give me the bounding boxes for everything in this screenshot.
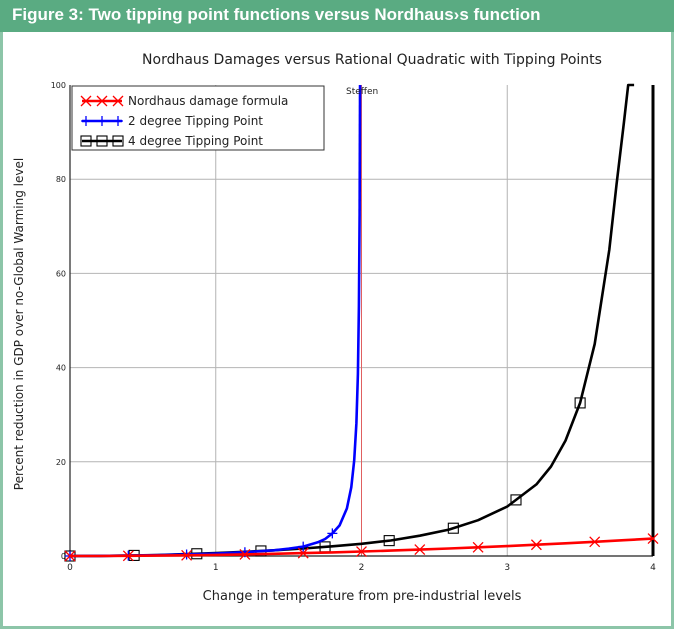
data-point [447, 522, 459, 534]
legend-marker [112, 135, 124, 147]
data-point [297, 547, 309, 559]
y-tick-label: 20 [56, 458, 66, 467]
legend-marker [112, 95, 124, 107]
chart-legend: Nordhaus damage formula 2 degree Tipping … [71, 85, 325, 151]
data-point [383, 535, 395, 547]
data-point [472, 541, 484, 553]
y-axis-label: Percent reduction in GDP over no-Global … [12, 158, 26, 490]
annotation-steffen: Steffen [346, 87, 378, 97]
data-point [181, 549, 193, 561]
legend-marker [113, 116, 123, 126]
data-point [122, 550, 134, 562]
legend-marker [97, 116, 107, 126]
series-line-2-degree-tipping-point [69, 215, 361, 558]
y-tick-label: 60 [56, 269, 66, 278]
chart-grid [70, 85, 653, 556]
y-tick-label: 0 [61, 552, 66, 561]
x-tick-label: 0 [67, 563, 73, 573]
legend-label: 2 degree Tipping Point [128, 114, 263, 128]
legend-marker [80, 135, 92, 147]
y-tick-label: 40 [56, 364, 66, 373]
data-point [574, 397, 586, 409]
legend-marker [80, 95, 92, 107]
data-point [589, 536, 601, 548]
data-point [298, 541, 309, 552]
chart-title: Nordhaus Damages versus Rational Quadrat… [142, 52, 602, 68]
data-point [356, 546, 367, 557]
damages-chart: Nordhaus Damages versus Rational Quadrat… [12, 52, 659, 604]
data-point [414, 544, 426, 556]
y-tick-label: 80 [56, 175, 66, 184]
legend-marker [81, 116, 91, 126]
legend-marker [96, 135, 108, 147]
x-tick-label: 3 [504, 563, 510, 573]
data-point [239, 548, 251, 560]
y-tick-label: 100 [51, 81, 66, 90]
x-axis-label: Change in temperature from pre-industria… [203, 589, 522, 604]
figure-title: Figure 3: Two tipping point functions ve… [12, 5, 541, 24]
data-point [327, 528, 338, 539]
x-tick-label: 2 [359, 563, 365, 573]
series-layer [64, 83, 659, 562]
x-tick-label: 4 [650, 563, 656, 573]
data-point [647, 533, 659, 545]
figure-header: Figure 3: Two tipping point functions ve… [0, 0, 674, 32]
legend-label: Nordhaus damage formula [128, 94, 288, 108]
data-point [510, 494, 522, 506]
legend-marker [96, 95, 108, 107]
data-point [64, 550, 76, 562]
data-point [530, 539, 542, 551]
x-tick-label: 1 [213, 563, 219, 573]
legend-label: 4 degree Tipping Point [128, 134, 263, 148]
